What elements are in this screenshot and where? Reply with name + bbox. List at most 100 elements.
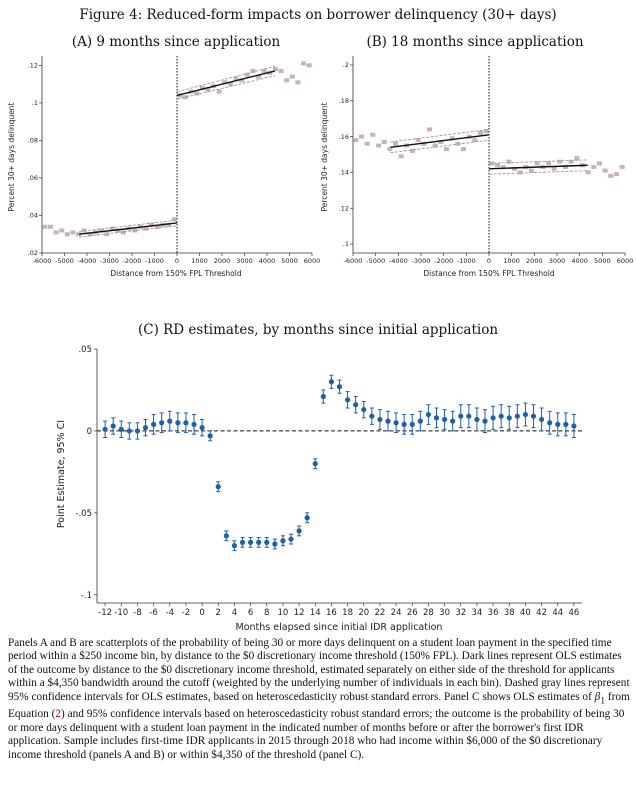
panel-a-bin-marker bbox=[194, 91, 200, 96]
panel-c-point-estimate bbox=[191, 421, 197, 427]
panel-a-x-tick-label: -2000 bbox=[123, 257, 142, 265]
panel-b-bin-marker bbox=[506, 159, 512, 164]
panel-c-point-estimate bbox=[369, 413, 375, 419]
panel-c-point-estimate bbox=[110, 423, 116, 429]
panel-c-point-estimate bbox=[450, 418, 456, 424]
panel-b-x-tick-label: 4000 bbox=[571, 257, 588, 265]
panel-c-x-tick-label: 12 bbox=[294, 608, 305, 618]
panel-b-ci-high-line bbox=[488, 159, 588, 164]
panel-b-bin-marker bbox=[591, 165, 597, 170]
panel-c-point-estimate bbox=[264, 539, 270, 545]
panel-b-fit-line bbox=[488, 164, 588, 170]
panel-c-point-estimate bbox=[490, 415, 496, 421]
panel-c-y-tick-label: -.1 bbox=[81, 591, 92, 601]
panel-a-bin-marker bbox=[109, 226, 115, 231]
panel-c-point-estimate bbox=[458, 413, 464, 419]
panel-a-ci-high-line bbox=[79, 219, 178, 232]
panel-b-bin-marker bbox=[472, 138, 478, 143]
panel-c-x-tick-label: 28 bbox=[423, 608, 434, 618]
panel-a-bin-marker bbox=[261, 69, 267, 74]
panel-c-point-estimate bbox=[425, 411, 432, 418]
panel-b-bin-marker bbox=[444, 147, 449, 152]
panel-b-bin-marker bbox=[432, 143, 438, 148]
panel-c-point-estimate bbox=[555, 421, 561, 427]
caption-beta-symbol: β bbox=[594, 690, 601, 703]
panel-c-point-estimate bbox=[102, 426, 108, 432]
panel-a-bin-marker bbox=[278, 69, 284, 74]
panel-a-x-tick-label: 1000 bbox=[191, 257, 208, 265]
panel-b-bin-marker bbox=[568, 159, 574, 164]
panel-b-ci-high-line bbox=[390, 128, 490, 143]
panel-c-x-tick-label: 36 bbox=[488, 608, 499, 618]
panel-c-point-estimate bbox=[247, 539, 254, 545]
panel-c-point-estimate bbox=[239, 539, 246, 545]
panel-a-x-tick-label: -3000 bbox=[100, 257, 119, 265]
caption-equation-ref[interactable]: 2 bbox=[55, 708, 62, 721]
panel-a-xlabel: Distance from 150% FPL Threshold bbox=[110, 269, 241, 278]
panel-c-point-estimate bbox=[547, 420, 553, 426]
panel-c-x-tick-label: 16 bbox=[326, 608, 337, 618]
panel-b-bin-marker bbox=[381, 139, 387, 144]
panel-c-point-estimate bbox=[256, 539, 262, 545]
panel-b-bin-marker bbox=[398, 154, 404, 159]
panel-b-bin-marker bbox=[483, 129, 489, 134]
panel-c-x-tick-label: 10 bbox=[278, 608, 289, 618]
panel-b-bin-marker bbox=[546, 161, 551, 166]
panel-a-y-tick-label: .04 bbox=[28, 212, 38, 220]
panel-a-bin-marker bbox=[70, 230, 76, 235]
panel-a-title: (A) 9 months since application bbox=[72, 34, 281, 50]
panel-b-bin-marker bbox=[410, 148, 415, 153]
panel-b-bin-marker bbox=[364, 141, 370, 146]
panel-a-x-tick-label: 0 bbox=[175, 257, 179, 265]
panel-c-point-estimate bbox=[150, 421, 157, 427]
panel-a-bin-marker bbox=[239, 78, 245, 83]
panel-c-x-tick-label: 40 bbox=[520, 608, 531, 618]
panel-a-bin-marker bbox=[143, 226, 149, 231]
panel-b-bin-marker bbox=[563, 165, 568, 170]
panel-c-x-tick-label: 44 bbox=[552, 608, 563, 618]
panel-c-point-estimate bbox=[183, 420, 189, 426]
panel-c-point-estimate bbox=[353, 402, 359, 408]
panel-c-point-estimate bbox=[272, 541, 278, 547]
panel-c-point-estimate bbox=[296, 528, 302, 534]
panel-a-x-tick-label: -1000 bbox=[145, 257, 164, 265]
panel-b-x-tick-label: -6000 bbox=[344, 257, 363, 265]
panel-c-point-estimate bbox=[175, 420, 181, 426]
panel-a-ci-low-line bbox=[79, 225, 178, 238]
panel-c-point-estimate bbox=[393, 420, 399, 426]
panel-b-bin-marker bbox=[495, 163, 500, 168]
panel-a-bin-marker bbox=[47, 224, 53, 229]
panel-b-bin-marker bbox=[574, 156, 580, 161]
panel-b-bin-marker bbox=[376, 143, 381, 148]
panel-b-bin-marker bbox=[415, 138, 421, 143]
panel-a-bin-marker bbox=[87, 232, 93, 237]
panel-a-chart: (A) 9 months since application Distance … bbox=[7, 34, 320, 278]
panel-c-chart: (C) RD estimates, by months since initia… bbox=[56, 322, 582, 633]
panel-c-point-estimate bbox=[231, 543, 238, 549]
panel-a-bin-marker bbox=[171, 217, 177, 222]
panel-b-bin-marker bbox=[517, 170, 523, 175]
panel-c-x-tick-label: -8 bbox=[133, 608, 141, 618]
panel-c-point-estimate bbox=[207, 433, 213, 439]
panel-c-y-tick-label: 0 bbox=[87, 427, 92, 437]
panel-c-x-tick-label: 46 bbox=[569, 608, 580, 618]
panel-b-bin-marker bbox=[557, 159, 563, 164]
panel-c-point-estimate bbox=[409, 421, 415, 427]
panel-c-x-tick-label: 8 bbox=[264, 608, 269, 618]
panel-c-x-tick-label: -12 bbox=[98, 608, 112, 618]
panel-c-x-tick-label: 20 bbox=[358, 608, 369, 618]
panel-c-point-estimate bbox=[530, 413, 537, 419]
panel-b-bin-marker bbox=[478, 131, 483, 136]
panel-b-bin-marker bbox=[500, 165, 506, 170]
panel-c-point-estimate bbox=[563, 421, 569, 427]
panel-b-y-tick-label: .12 bbox=[339, 204, 349, 212]
panel-c-point-estimate bbox=[498, 413, 504, 419]
panel-a-bin-marker bbox=[76, 232, 82, 237]
panel-c-y-tick-label: -.05 bbox=[75, 509, 92, 519]
panel-c-x-tick-label: -10 bbox=[114, 608, 128, 618]
panel-c-ylabel: Point Estimate, 95% CI bbox=[56, 420, 67, 528]
panel-b-ci-low-line bbox=[390, 139, 490, 154]
panel-b-ylabel: Percent 30+ days delinquent bbox=[320, 102, 329, 211]
panel-b-y-tick-label: .1 bbox=[343, 240, 349, 248]
panel-a-bin-marker bbox=[306, 63, 312, 68]
